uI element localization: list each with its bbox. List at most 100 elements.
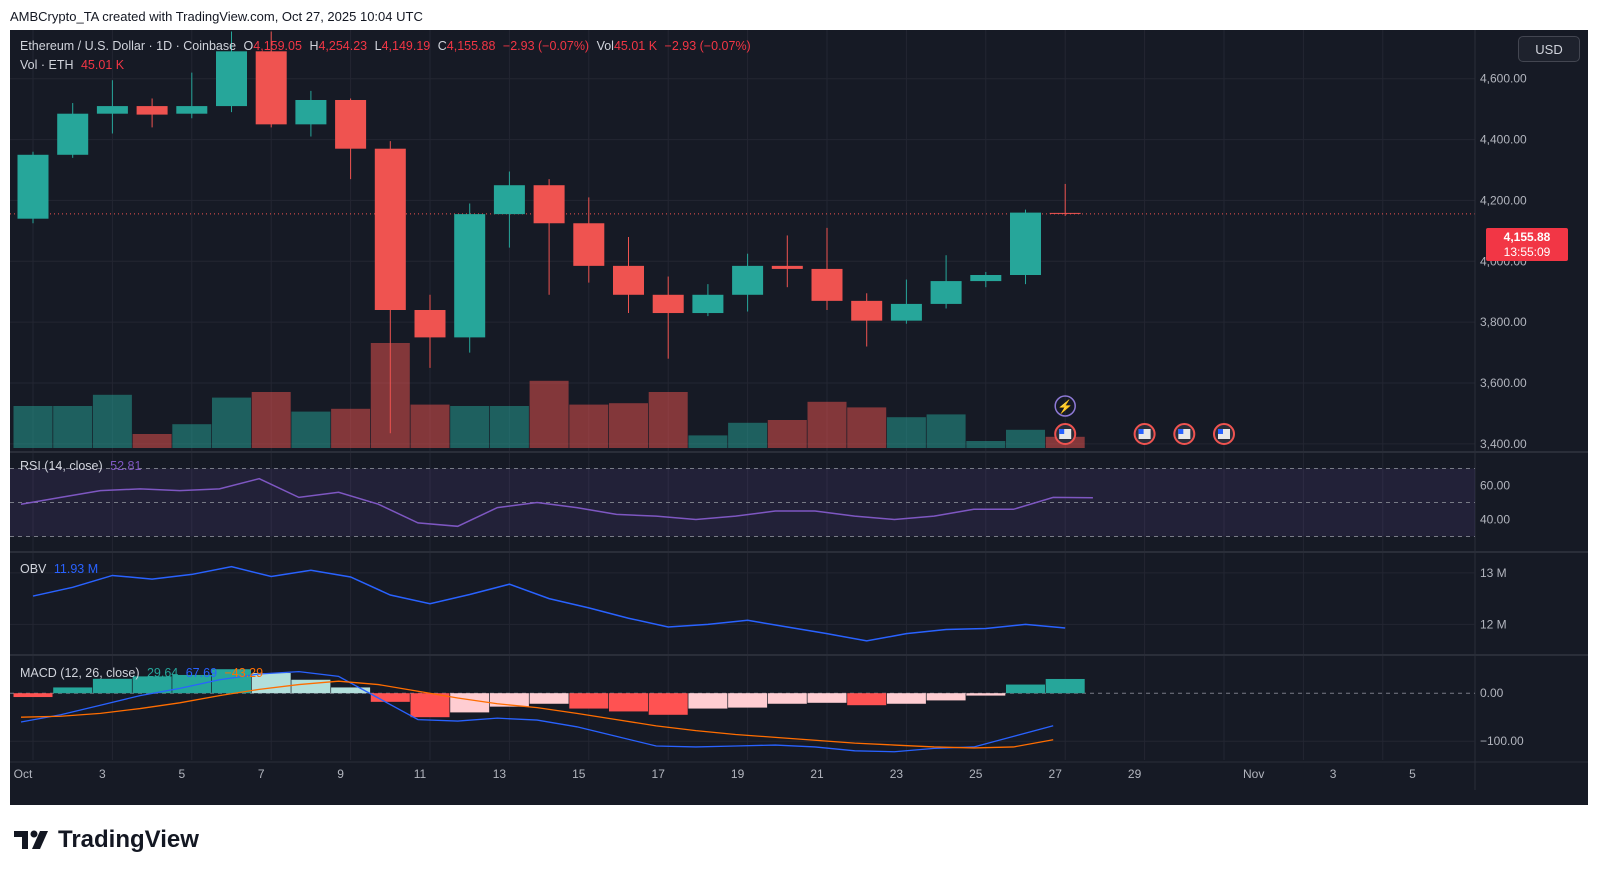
- time-tick-label: 27: [1049, 767, 1063, 781]
- macd-hist-value: 29.64: [146, 666, 179, 680]
- macd-tick-label: −100.00: [1480, 734, 1524, 748]
- us-flag-icon: [1059, 429, 1072, 439]
- macd-line: [20, 670, 1054, 753]
- chart-canvas[interactable]: 4,600.004,400.004,200.004,000.003,800.00…: [10, 30, 1588, 805]
- macd-histogram-bar: [251, 673, 291, 694]
- volume-bar: [92, 394, 132, 448]
- time-tick-label: 19: [731, 767, 745, 781]
- rsi-line: [20, 477, 1093, 528]
- time-tick-label: 25: [969, 767, 983, 781]
- candle-body: [851, 300, 883, 321]
- volume-bars: [13, 343, 1085, 448]
- chart-frame[interactable]: 4,600.00 4,400.00 4,200.00 4,000.00 3,800.00…: [10, 30, 1588, 805]
- volume-bar: [807, 401, 847, 448]
- macd-histogram-bar: [728, 693, 768, 708]
- volume-change: −2.93 (−0.07%): [664, 39, 751, 53]
- us-flag-icon-canton: [1218, 429, 1223, 434]
- high-value: 4,254.23: [318, 39, 368, 53]
- macd-histogram-bar: [489, 693, 529, 707]
- volume-bar: [926, 414, 966, 448]
- time-tick-label: 23: [890, 767, 904, 781]
- volume-bar: [688, 435, 728, 448]
- obv-legend[interactable]: OBV 11.93 M: [20, 562, 99, 576]
- macd-histogram-bar: [212, 669, 251, 694]
- volume-bar: [489, 406, 529, 448]
- candles: [17, 31, 1081, 434]
- currency-button[interactable]: USD: [1518, 36, 1580, 62]
- volume-bar: [609, 403, 648, 448]
- time-tick-label: 17: [652, 767, 666, 781]
- macd-histogram-bar: [410, 693, 450, 718]
- time-tick-label: 15: [572, 767, 586, 781]
- macd-histogram-bar: [370, 693, 410, 702]
- tradingview-logo[interactable]: TradingView: [14, 826, 199, 854]
- time-tick-label: 13: [493, 767, 507, 781]
- candle-body: [454, 214, 486, 338]
- us-flag-icon-canton: [1138, 429, 1144, 434]
- obv-line: [32, 565, 1066, 642]
- macd-histogram-bar: [609, 693, 648, 712]
- time-tick-label: 7: [258, 767, 265, 781]
- macd-histogram-bar: [53, 687, 93, 694]
- lightning-icon-glyph: ⚡: [1057, 399, 1073, 415]
- volume-bar: [132, 434, 172, 448]
- time-tick-label: 11: [414, 767, 427, 781]
- candle-body: [216, 51, 247, 107]
- obv-value: 11.93 M: [53, 562, 99, 576]
- axes: 4,600.004,400.004,200.004,000.003,800.00…: [14, 72, 1527, 781]
- us-flag-icon: [1138, 429, 1151, 439]
- candle-body: [374, 148, 406, 310]
- volume-bar: [291, 411, 331, 448]
- macd-histogram-bar: [966, 693, 1006, 696]
- macd-histogram-bar: [569, 693, 609, 709]
- macd-histogram-bar: [767, 693, 807, 704]
- obv-tick-label: 13 M: [1480, 566, 1507, 580]
- candle-body: [771, 265, 803, 269]
- macd-histogram-bar: [132, 676, 172, 694]
- macd-line-value: 67.69: [185, 666, 218, 680]
- macd-histogram-bar: [648, 693, 688, 715]
- volume-bar: [648, 392, 688, 448]
- candle-body: [811, 268, 843, 301]
- obv-tick-label: 12 M: [1480, 617, 1507, 631]
- candle-body: [1049, 212, 1081, 214]
- candle-body: [573, 223, 605, 266]
- price-tick-label: 4,600.00: [1480, 72, 1527, 86]
- candle-body: [970, 275, 1002, 282]
- time-tick-label: 9: [337, 767, 344, 781]
- candle-body: [57, 113, 89, 155]
- macd-histogram-bar: [1006, 684, 1045, 694]
- candle-body: [96, 106, 128, 114]
- candle-body: [613, 265, 644, 295]
- candle-body: [652, 294, 684, 314]
- macd-legend[interactable]: MACD (12, 26, close) 29.64 67.69 −43.29: [20, 666, 264, 680]
- volume-bar: [13, 406, 53, 448]
- price-tick-label: 3,600.00: [1480, 376, 1527, 390]
- candle-body: [533, 185, 565, 224]
- symbol-name[interactable]: Ethereum / U.S. Dollar · 1D · Coinbase: [20, 39, 237, 53]
- bar-countdown: 13:55:09: [1503, 245, 1551, 259]
- volume-bar: [251, 392, 291, 448]
- time-tick-label: 21: [810, 767, 824, 781]
- macd-histogram-bar: [13, 693, 53, 698]
- time-tick-label: Nov: [1243, 767, 1264, 781]
- lightning-icon: [1054, 395, 1076, 417]
- candle-body: [295, 100, 327, 125]
- volume-bar: [569, 404, 609, 448]
- volume-bar: [331, 408, 371, 448]
- candle-body: [890, 303, 922, 321]
- volume-legend[interactable]: Vol · ETH 45.01 K: [20, 58, 125, 72]
- volume-bar: [172, 424, 212, 448]
- rsi-legend[interactable]: RSI (14, close) 52.81: [20, 459, 142, 473]
- candle-body: [255, 51, 287, 125]
- candle-body: [493, 185, 525, 215]
- volume-value: 45.01 K: [613, 39, 658, 53]
- candle-body: [414, 310, 446, 338]
- volume-bar: [886, 417, 926, 448]
- macd-histogram-bar: [886, 693, 926, 704]
- brand-name: TradingView: [58, 826, 199, 853]
- candle-body: [136, 106, 168, 115]
- macd-tick-label: 0.00: [1480, 686, 1504, 700]
- price-tick-label: 4,400.00: [1480, 133, 1527, 147]
- candle-body: [930, 281, 962, 304]
